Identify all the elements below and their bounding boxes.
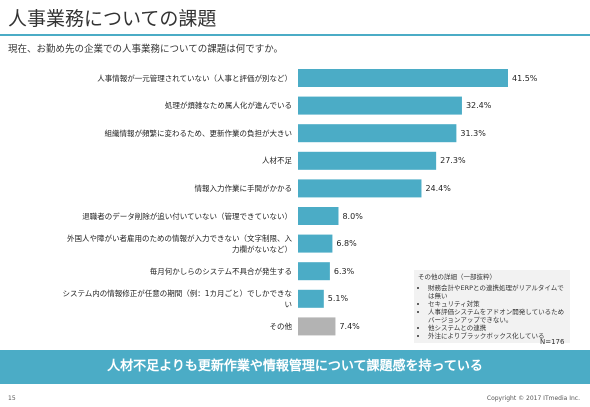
note-title: その他の詳細（一部抜粋）	[418, 273, 496, 281]
value-label: 6.8%	[336, 239, 357, 249]
bar	[298, 124, 457, 143]
value-label: 8.0%	[342, 211, 363, 221]
category-label: 組織情報が頻繁に変わるため、更新作業の負担が大きい	[104, 128, 293, 138]
subtitle: 現在、お勤め先の企業での人事業務についての課題は何ですか。	[8, 44, 284, 55]
value-label: 7.4%	[339, 321, 360, 331]
title-rule	[0, 34, 590, 36]
bar	[298, 96, 462, 115]
note-item: セキュリティ対策	[428, 300, 566, 308]
value-label: 5.1%	[327, 294, 349, 304]
bar	[298, 151, 437, 170]
note-item: 財務会計やERPとの連携処理がリアルタイムでは無い	[428, 284, 566, 300]
page-number: 15	[8, 395, 16, 402]
note-box: その他の詳細（一部抜粋） 財務会計やERPとの連携処理がリアルタイムでは無いセキ…	[414, 270, 570, 343]
category-label: 処理が煩雑なため属人化が進んでいる	[164, 101, 292, 111]
bar	[298, 262, 330, 281]
category-label: 外国人や障がい者雇用のための情報が入力できない（文字制限、入力欄がないなど）	[67, 233, 292, 254]
bar	[298, 69, 508, 87]
category-label: その他	[269, 321, 293, 331]
note-item: 人事評価システムをアドオン開発しているためバージョンアップできない。	[428, 308, 566, 324]
value-label: 41.5%	[511, 73, 538, 83]
bar	[298, 234, 333, 253]
copyright: Copyright © 2017 ITmedia Inc.	[486, 395, 580, 402]
bar	[298, 289, 324, 308]
category-label: 情報入力作業に手間がかかる	[194, 183, 293, 193]
note-list: 財務会計やERPとの連携処理がリアルタイムでは無いセキュリティ対策人事評価システ…	[418, 284, 566, 340]
bar	[298, 179, 422, 198]
category-label: 人事情報が一元管理されていない（人事と評価が別など）	[97, 73, 292, 83]
category-label: 毎月何かしらのシステム不具合が発生する	[149, 266, 292, 276]
note-item: 他システムとの連携	[428, 324, 566, 332]
value-label: 27.3%	[440, 156, 466, 166]
bar	[298, 207, 339, 225]
category-label: 退職者のデータ削除が追い付いていない（管理できていない）	[82, 211, 292, 221]
category-label: システム内の情報修正が任意の期間（例：1カ月ごと）でしかできない	[62, 288, 292, 309]
category-label: 人材不足	[262, 156, 292, 166]
value-label: 24.4%	[425, 183, 451, 193]
value-label: 6.3%	[333, 266, 355, 276]
value-label: 32.4%	[465, 101, 492, 111]
conclusion: 人材不足よりも更新作業や情報管理について課題感を持っている	[0, 350, 590, 384]
note-item: 外注によりブラックボックス化している	[428, 332, 566, 340]
sample-size: N=176	[540, 338, 565, 346]
value-label: 31.3%	[460, 128, 486, 138]
title: 人事業務についての課題	[8, 8, 217, 30]
bar	[298, 317, 336, 336]
